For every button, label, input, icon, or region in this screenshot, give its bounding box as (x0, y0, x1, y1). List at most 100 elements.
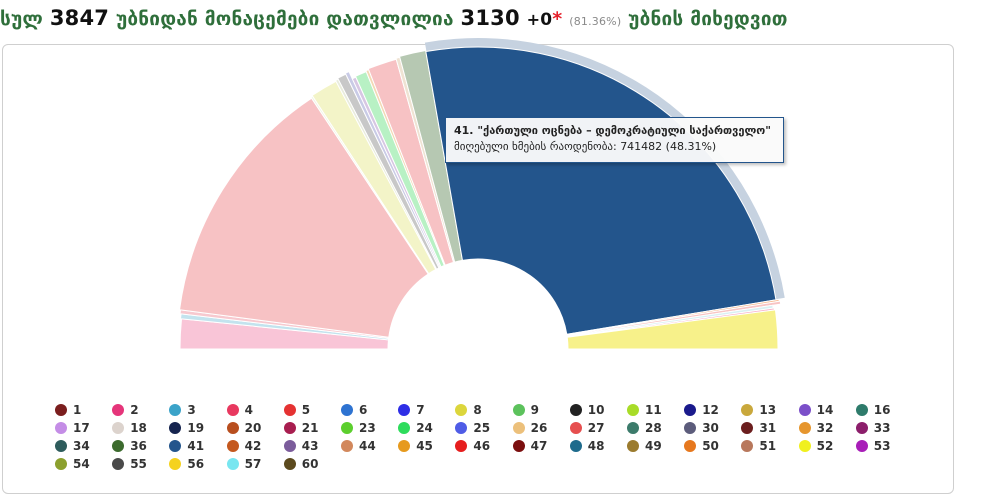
legend-item-34[interactable]: 34 (55, 437, 90, 455)
slice-party-41[interactable] (425, 46, 777, 335)
legend-item-19[interactable]: 19 (169, 419, 204, 437)
chart-tooltip: 41. "ქართული ოცნება – დემოკრატიული საქარ… (445, 117, 784, 163)
legend-dot (512, 404, 525, 416)
legend-item-45[interactable]: 45 (398, 437, 433, 455)
legend-label: 57 (244, 457, 262, 471)
legend-label: 3 (187, 403, 196, 417)
legend-dot (226, 422, 239, 434)
legend-item-28[interactable]: 28 (627, 419, 662, 437)
legend-dot (226, 458, 239, 470)
legend-item-32[interactable]: 32 (798, 419, 834, 437)
legend-label: 10 (587, 403, 605, 417)
legend-item-60[interactable]: 60 (283, 455, 319, 473)
legend-item-41[interactable]: 41 (169, 437, 204, 455)
slice-party-50[interactable] (179, 97, 429, 338)
legend-dot (741, 422, 754, 434)
legend-label: 14 (816, 403, 834, 417)
legend-item-24[interactable]: 24 (398, 419, 433, 437)
tooltip-label: მიღებული ხმების რაოდენობა: (454, 140, 617, 153)
legend-item-10[interactable]: 10 (569, 401, 605, 419)
legend-dot (169, 404, 182, 416)
legend-item-52[interactable]: 52 (798, 437, 833, 455)
legend-item-5[interactable]: 5 (283, 401, 311, 419)
total-precincts: 3847 (49, 6, 110, 30)
legend-item-14[interactable]: 14 (798, 401, 834, 419)
legend-item-43[interactable]: 43 (283, 437, 319, 455)
legend-dot (627, 422, 639, 434)
legend-item-8[interactable]: 8 (455, 401, 482, 419)
legend-label: 8 (473, 403, 482, 417)
legend-item-51[interactable]: 51 (741, 437, 776, 455)
legend-item-31[interactable]: 31 (741, 419, 776, 437)
legend-item-42[interactable]: 42 (226, 437, 261, 455)
legend-item-18[interactable]: 18 (112, 419, 147, 437)
legend-item-11[interactable]: 11 (627, 401, 662, 419)
legend-label: 5 (301, 403, 311, 417)
legend-label: 27 (587, 421, 605, 435)
legend-label: 7 (416, 403, 425, 417)
legend-item-50[interactable]: 50 (684, 437, 719, 455)
legend-item-7[interactable]: 7 (398, 401, 425, 419)
legend-item-54[interactable]: 54 (55, 455, 90, 473)
legend-label: 11 (645, 403, 662, 417)
legend-label: 6 (359, 403, 368, 417)
legend-item-12[interactable]: 12 (684, 401, 719, 419)
legend-label: 50 (702, 439, 719, 453)
legend-item-16[interactable]: 16 (855, 401, 891, 419)
legend-item-47[interactable]: 47 (512, 437, 547, 455)
legend-label: 33 (873, 421, 891, 435)
legend-dot (398, 440, 411, 452)
legend-item-23[interactable]: 23 (341, 419, 376, 437)
legend-label: 36 (130, 439, 147, 453)
legend-label: 41 (187, 439, 205, 453)
legend-dot (226, 404, 239, 416)
legend-item-9[interactable]: 9 (512, 401, 539, 419)
legend-item-33[interactable]: 33 (855, 419, 891, 437)
legend-dot (112, 458, 125, 470)
legend-item-36[interactable]: 36 (112, 437, 147, 455)
legend-item-56[interactable]: 56 (169, 455, 204, 473)
legend-item-57[interactable]: 57 (226, 455, 262, 473)
legend-dot (684, 440, 697, 452)
legend-dot (283, 458, 296, 470)
legend-dot (627, 404, 639, 416)
legend-dot (283, 404, 296, 416)
legend-item-21[interactable]: 21 (283, 419, 319, 437)
legend-dot (112, 404, 125, 416)
legend-dot (684, 404, 697, 416)
legend-dot (855, 440, 868, 452)
legend-dot (398, 422, 411, 434)
legend-item-27[interactable]: 27 (569, 419, 605, 437)
legend-item-17[interactable]: 17 (55, 419, 90, 437)
legend-item-53[interactable]: 53 (855, 437, 891, 455)
legend-item-48[interactable]: 48 (569, 437, 605, 455)
legend-item-26[interactable]: 26 (512, 419, 547, 437)
legend-item-3[interactable]: 3 (169, 401, 196, 419)
legend-label: 32 (816, 421, 834, 435)
legend-item-46[interactable]: 46 (455, 437, 490, 455)
legend-item-25[interactable]: 25 (455, 419, 490, 437)
legend-item-1[interactable]: 1 (55, 401, 81, 419)
legend-item-55[interactable]: 55 (112, 455, 147, 473)
legend-item-2[interactable]: 2 (112, 401, 139, 419)
legend-item-30[interactable]: 30 (684, 419, 719, 437)
legend-dot (55, 458, 67, 470)
legend-item-13[interactable]: 13 (741, 401, 776, 419)
legend-item-20[interactable]: 20 (226, 419, 261, 437)
slice-party-54[interactable] (566, 309, 779, 350)
header-star: * (552, 8, 563, 30)
legend-label: 53 (873, 439, 891, 453)
legend-item-49[interactable]: 49 (627, 437, 662, 455)
header-prefix: სულ (0, 8, 44, 30)
legend-label: 2 (130, 403, 139, 417)
legend-dot (569, 404, 582, 416)
legend-dot (283, 440, 296, 452)
legend-dot (855, 404, 868, 416)
legend-dot (855, 422, 868, 434)
legend-item-4[interactable]: 4 (226, 401, 253, 419)
legend-item-6[interactable]: 6 (341, 401, 367, 419)
legend-label: 28 (645, 421, 662, 435)
legend-item-44[interactable]: 44 (341, 437, 376, 455)
legend-dot (455, 440, 468, 452)
